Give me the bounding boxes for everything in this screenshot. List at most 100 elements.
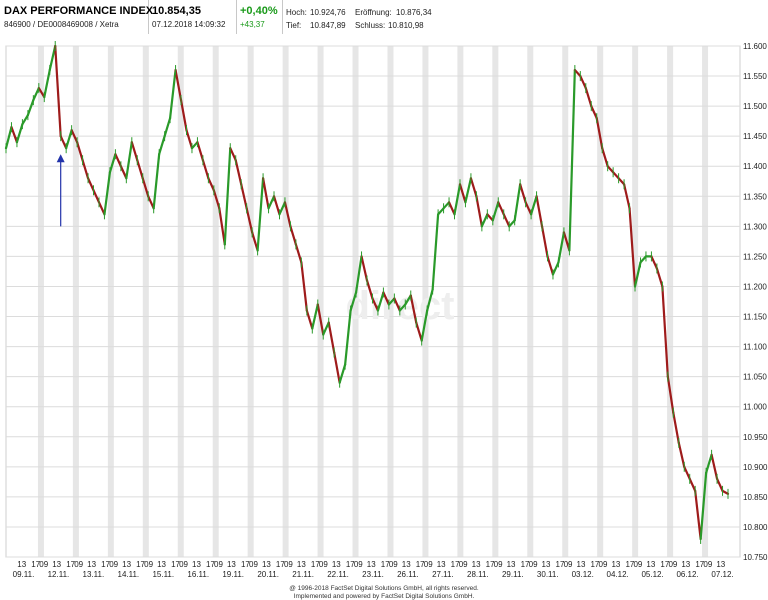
series-segment	[119, 165, 128, 180]
series-segment	[650, 255, 658, 270]
day-tick-label: 21.11.	[292, 570, 314, 579]
arrow-head	[56, 154, 65, 163]
change-percent: +0,40%	[240, 5, 278, 17]
series-segment	[551, 261, 560, 276]
series-segment	[37, 86, 46, 99]
hour-tick-label: 13	[192, 560, 201, 569]
hour-tick-label: 17	[276, 560, 285, 569]
series-segment	[196, 141, 205, 162]
series-segment	[666, 375, 675, 414]
day-tick-label: 09.11.	[13, 570, 35, 579]
day-tick-label: 28.11.	[467, 570, 489, 579]
series-segment	[617, 177, 626, 186]
hour-tick-label: 17	[171, 560, 180, 569]
series-segment	[207, 177, 215, 192]
session-separator	[702, 46, 709, 557]
series-segment	[469, 177, 478, 198]
series-segment	[442, 201, 451, 210]
series-segment	[4, 126, 13, 150]
hour-tick-label: 13	[227, 560, 236, 569]
hour-tick-label: 17	[486, 560, 495, 569]
series-segment	[179, 99, 188, 132]
high-value: 10.924,76	[310, 8, 346, 17]
session-separator	[527, 46, 534, 557]
series-segment	[218, 207, 226, 246]
low-value: 10.847,89	[310, 21, 346, 30]
price-cell: 10.854,35 07.12.2018 14:09:32	[148, 0, 237, 34]
series-segment	[612, 171, 620, 180]
series-segment	[54, 44, 62, 138]
series-segment	[365, 279, 374, 300]
hour-tick-label: 17	[695, 560, 704, 569]
series-segment	[86, 177, 95, 192]
series-segment	[398, 303, 407, 312]
session-separator	[352, 46, 359, 557]
day-tick-label: 26.11.	[397, 570, 419, 579]
series-segment	[540, 225, 549, 258]
hour-tick-label: 09	[529, 560, 538, 569]
series-segment	[344, 309, 352, 366]
hour-tick-label: 17	[590, 560, 599, 569]
series-segment	[453, 183, 462, 216]
y-tick-label: 11.550	[743, 72, 767, 81]
hour-tick-label: 17	[625, 560, 634, 569]
annotation-arrow	[56, 154, 65, 227]
open-label: Eröffnung:	[355, 8, 392, 17]
series-segment	[415, 321, 423, 342]
range-cell: Hoch: 10.924,76 Eröffnung: 10.876,34 Tie…	[282, 0, 462, 34]
series-segment	[327, 321, 336, 354]
series-segment	[464, 177, 473, 204]
y-tick-label: 10.850	[743, 493, 768, 502]
day-tick-label: 05.12.	[641, 570, 663, 579]
series-segment	[311, 303, 319, 330]
hour-tick-label: 09	[74, 560, 83, 569]
series-segment	[114, 153, 122, 168]
y-tick-label: 11.100	[743, 343, 767, 352]
session-separator	[247, 46, 254, 557]
series-segment	[622, 183, 631, 210]
series-segment	[579, 74, 587, 90]
series-segment	[130, 141, 139, 162]
day-tick-label: 22.11.	[327, 570, 349, 579]
hour-tick-label: 09	[494, 560, 503, 569]
hour-tick-label: 17	[556, 560, 565, 569]
hour-tick-label: 09	[668, 560, 677, 569]
day-tick-label: 03.12.	[572, 570, 594, 579]
series-segment	[338, 363, 347, 384]
series-segment	[447, 201, 456, 216]
close-label: Schluss:	[355, 21, 386, 30]
change-absolute: +43,37	[240, 20, 265, 29]
series-segment	[158, 135, 166, 156]
instrument-ids: 846900 / DE0008469008 / Xetra	[4, 20, 119, 29]
day-tick-label: 20.11.	[257, 570, 279, 579]
hour-tick-label: 09	[703, 560, 712, 569]
price-series	[4, 41, 730, 544]
y-axis-ticks: 11.600 11.550 11.500 11.450 11.400 11.350 11.3…	[743, 42, 768, 562]
session-separator	[142, 46, 149, 557]
series-segment	[256, 177, 265, 252]
series-segment	[710, 453, 719, 480]
series-segment	[475, 195, 483, 228]
series-segment	[458, 183, 467, 204]
open-value: 10.876,34	[396, 8, 432, 17]
hour-tick-label: 09	[319, 560, 328, 569]
last-price: 10.854,35	[152, 5, 201, 17]
hour-tick-label: 13	[157, 560, 166, 569]
hour-tick-label: 09	[284, 560, 293, 569]
hour-tick-label: 13	[577, 560, 586, 569]
series-segment	[360, 255, 369, 282]
hour-tick-label: 13	[542, 560, 551, 569]
hour-tick-label: 09	[109, 560, 118, 569]
session-separator	[562, 46, 569, 557]
series-segment	[125, 141, 133, 180]
hour-tick-label: 09	[144, 560, 153, 569]
hour-tick-label: 13	[646, 560, 655, 569]
series-segment	[677, 441, 686, 468]
hour-tick-label: 13	[122, 560, 131, 569]
series-segment	[535, 195, 544, 228]
y-tick-label: 10.900	[743, 463, 768, 472]
instrument-cell: DAX PERFORMANCE INDEX 846900 / DE0008469…	[0, 0, 153, 34]
series-segment	[590, 105, 598, 120]
series-segment	[382, 291, 390, 306]
y-tick-label: 11.150	[743, 313, 767, 322]
